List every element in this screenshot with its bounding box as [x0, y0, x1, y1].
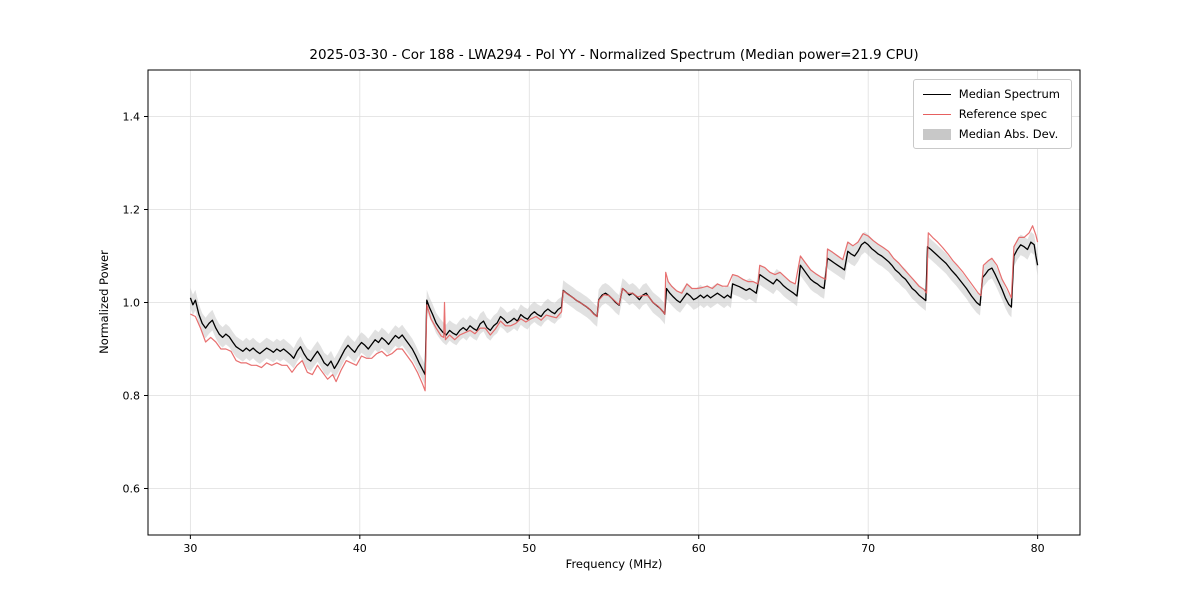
svg-text:30: 30 [183, 542, 197, 555]
x-axis-label: Frequency (MHz) [565, 557, 663, 571]
legend-label-median-spectrum: Median Spectrum [958, 87, 1060, 101]
reference-spec-line-icon [922, 113, 951, 115]
svg-text:40: 40 [353, 542, 367, 555]
svg-text:50: 50 [522, 542, 536, 555]
legend-box: Median Spectrum Reference spec Median Ab… [912, 79, 1072, 149]
svg-text:1.0: 1.0 [123, 297, 141, 310]
median-abs-dev-patch-icon [922, 128, 951, 140]
svg-text:0.6: 0.6 [123, 483, 141, 496]
legend-label-median-abs-dev: Median Abs. Dev. [958, 127, 1059, 141]
svg-text:1.2: 1.2 [123, 204, 141, 217]
legend-label-reference-spec: Reference spec [958, 107, 1048, 121]
legend-item-median-abs-dev: Median Abs. Dev. [922, 127, 1060, 141]
svg-text:0.8: 0.8 [123, 390, 141, 403]
svg-text:1.4: 1.4 [123, 111, 141, 124]
svg-text:60: 60 [692, 542, 706, 555]
y-axis-label: Normalized Power [97, 250, 111, 354]
svg-text:70: 70 [861, 542, 875, 555]
chart-title: 2025-03-30 - Cor 188 - LWA294 - Pol YY -… [309, 47, 919, 63]
legend-item-median-spectrum: Median Spectrum [922, 87, 1060, 101]
svg-text:80: 80 [1031, 542, 1045, 555]
median-spectrum-line-icon [922, 93, 951, 95]
legend-item-reference-spec: Reference spec [922, 107, 1060, 121]
